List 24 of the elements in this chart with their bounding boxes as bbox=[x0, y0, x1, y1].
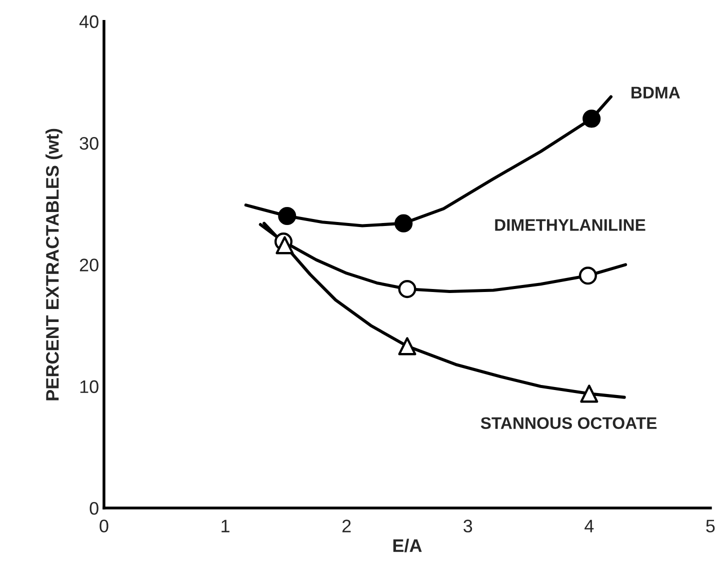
x-tick-label: 2 bbox=[342, 520, 351, 532]
point bbox=[394, 214, 413, 232]
y-tick-label: 0 bbox=[90, 502, 98, 515]
point bbox=[578, 266, 597, 285]
y-tick-label: 10 bbox=[80, 380, 98, 394]
y-axis-title: PERCENT EXTRACTABLES (wt) bbox=[46, 128, 62, 400]
point bbox=[580, 384, 598, 403]
x-tick-label: 3 bbox=[464, 520, 472, 532]
text: DIMETHYLANILINE bbox=[495, 219, 646, 231]
series-label: STANNOUS OCTOATE bbox=[480, 417, 657, 430]
point bbox=[398, 280, 416, 298]
point bbox=[276, 236, 294, 254]
x-tick-label: 5 bbox=[706, 520, 715, 532]
y-tick-label: 40 bbox=[79, 15, 98, 28]
x-axis-title: E/A bbox=[393, 538, 422, 552]
point bbox=[398, 337, 416, 356]
point bbox=[278, 207, 296, 226]
y-tick-label: 20 bbox=[80, 258, 98, 272]
point bbox=[582, 110, 601, 128]
x-tick-label: 4 bbox=[584, 520, 594, 532]
x-tick-label: 1 bbox=[222, 520, 230, 532]
x-tick-label: 0 bbox=[100, 520, 108, 532]
y-tick-label: 30 bbox=[80, 136, 98, 150]
series-label: BDMA bbox=[632, 86, 680, 98]
